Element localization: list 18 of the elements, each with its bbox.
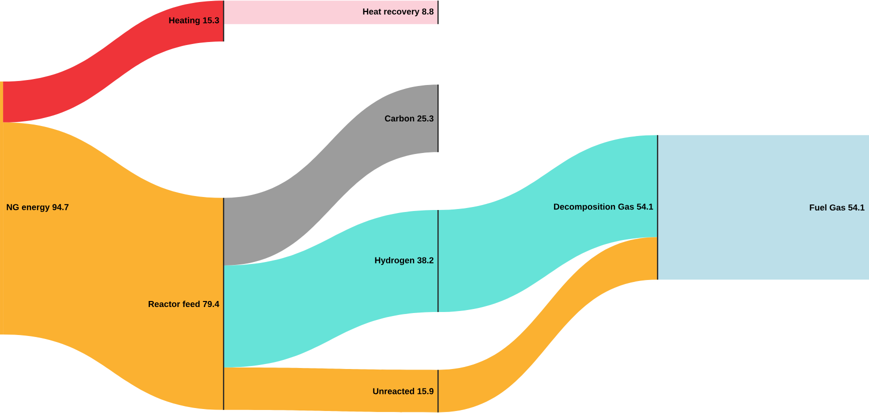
data-label: 38.2	[417, 257, 434, 264]
category-label: Heat recovery	[363, 8, 420, 16]
category-label: Reactor feed	[148, 300, 200, 308]
data-label: 15.9	[418, 388, 434, 394]
category-label: Carbon	[384, 115, 414, 122]
category-label: NG energy	[6, 204, 50, 212]
category-label: Unreacted	[373, 388, 414, 394]
data-label: 54.1	[848, 204, 865, 211]
data-label: 25.3	[417, 115, 434, 122]
category-label: Decomposition Gas	[554, 203, 634, 212]
category-label: Heating	[169, 17, 200, 26]
category-label: Fuel Gas	[810, 204, 846, 211]
data-label: 94.7	[52, 204, 69, 210]
data-label: 8.8	[422, 8, 434, 15]
data-label: 15.3	[203, 17, 220, 24]
category-label: Hydrogen	[375, 257, 414, 266]
data-label: 79.4	[202, 301, 220, 308]
data-label: 54.1	[636, 204, 654, 210]
